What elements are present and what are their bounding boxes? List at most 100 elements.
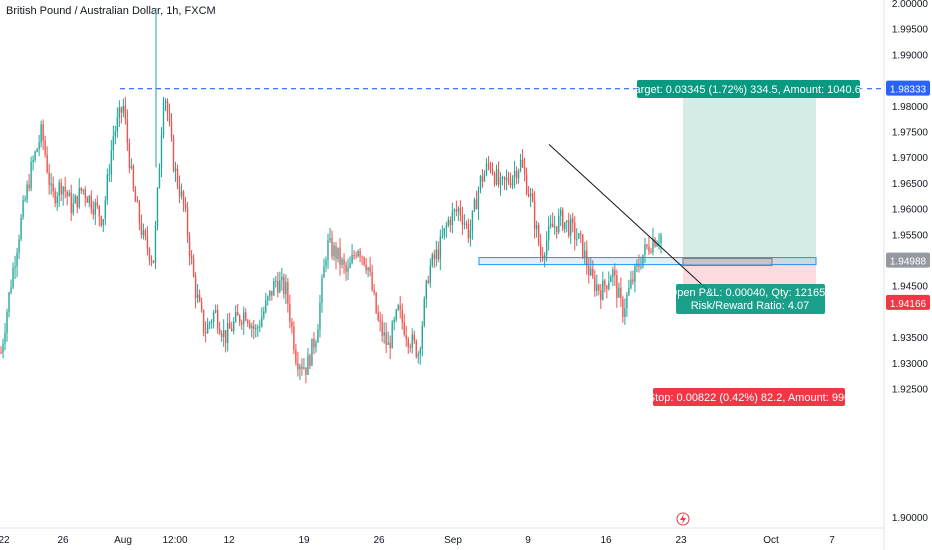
candle-body (144, 230, 147, 237)
candle-body (604, 280, 606, 286)
candle-body (84, 189, 86, 198)
candle-body (369, 267, 371, 272)
candle-body (570, 218, 572, 236)
candle-body (652, 238, 654, 253)
candle-body (116, 117, 119, 132)
candle-body (192, 258, 195, 277)
candle-body (263, 311, 265, 318)
candle-body (204, 332, 207, 334)
candle-body (6, 311, 8, 333)
candle-body (64, 186, 66, 192)
price-tag-label: 1.98333 (890, 85, 927, 96)
candle-body (176, 168, 179, 186)
candle-body (564, 222, 566, 230)
candle-body (267, 296, 269, 301)
y-tick-label: 1.96500 (892, 179, 929, 190)
candle-body (379, 319, 381, 322)
candle-body (387, 342, 389, 345)
candle-body (220, 333, 223, 337)
candle-body (206, 323, 209, 334)
candle-body (253, 325, 255, 330)
candle-body (527, 193, 530, 197)
candle-body (150, 259, 153, 261)
candle-body (0, 352, 2, 354)
candle-body (355, 255, 357, 257)
candle-body (409, 346, 411, 348)
candle-body (367, 267, 369, 271)
candle-body (243, 312, 245, 325)
candle-body (525, 174, 528, 194)
y-tick-label: 1.98000 (892, 102, 929, 113)
x-tick-label: 26 (373, 535, 385, 546)
candle-body (134, 189, 137, 202)
target-label: Target: 0.03345 (1.72%) 334.5, Amount: 1… (629, 84, 867, 96)
candle-body (305, 367, 307, 375)
candle-body (638, 263, 640, 267)
candle-body (487, 163, 490, 165)
candle-body (337, 247, 339, 259)
candle-body (578, 233, 580, 239)
candle-body (541, 255, 544, 258)
candle-body (301, 366, 303, 369)
candle-body (594, 276, 596, 291)
candle-body (136, 201, 139, 203)
candle-body (182, 191, 185, 204)
candle-body (56, 196, 58, 204)
candle-body (66, 191, 68, 197)
candle-body (493, 173, 496, 184)
candle-body (265, 300, 267, 312)
candle-body (413, 334, 415, 341)
candle-body (405, 334, 407, 340)
candle-body (650, 251, 652, 253)
candle-body (549, 223, 552, 227)
candle-body (407, 339, 409, 347)
candle-body (130, 165, 133, 168)
candle-body (485, 163, 488, 174)
x-tick-label: 7 (829, 535, 835, 546)
candle-body (495, 169, 498, 184)
candle-body (427, 280, 429, 283)
candle-body (419, 349, 421, 355)
candle-body (385, 332, 387, 345)
candle-body (174, 168, 177, 172)
candle-body (449, 219, 452, 226)
candle-body (375, 292, 377, 313)
candle-body (4, 332, 6, 344)
candle-body (48, 172, 50, 185)
candle-body (36, 148, 38, 152)
candle-body (72, 203, 74, 213)
candle-body (628, 287, 630, 295)
candle-body (289, 303, 291, 322)
candle-body (241, 322, 243, 325)
candle-body (598, 284, 600, 291)
candles (0, 8, 662, 384)
candle-body (391, 322, 393, 349)
candle-body (212, 312, 215, 322)
candle-body (399, 305, 401, 310)
candle-body (10, 287, 12, 293)
candle-body (576, 238, 578, 240)
candle-body (148, 248, 151, 260)
candle-body (102, 219, 105, 226)
candle-body (547, 226, 550, 241)
candle-body (455, 209, 458, 212)
candle-body (415, 340, 417, 357)
candle-body (285, 282, 287, 295)
candle-body (54, 191, 56, 204)
candle-body (371, 271, 373, 290)
candle-body (90, 195, 92, 210)
candle-body (140, 222, 143, 236)
candle-body (447, 219, 450, 226)
candle-body (445, 225, 448, 229)
candle-body (222, 330, 225, 337)
candle-body (98, 206, 100, 217)
candle-body (393, 319, 395, 323)
candle-body (160, 135, 163, 168)
candle-body (471, 210, 474, 231)
stop-label: Stop: 0.00822 (0.42%) 82.2, Amount: 990 (648, 392, 850, 404)
candle-body (353, 255, 355, 257)
candle-body (425, 280, 427, 299)
candle-body (152, 260, 155, 263)
candle-body (590, 268, 592, 276)
